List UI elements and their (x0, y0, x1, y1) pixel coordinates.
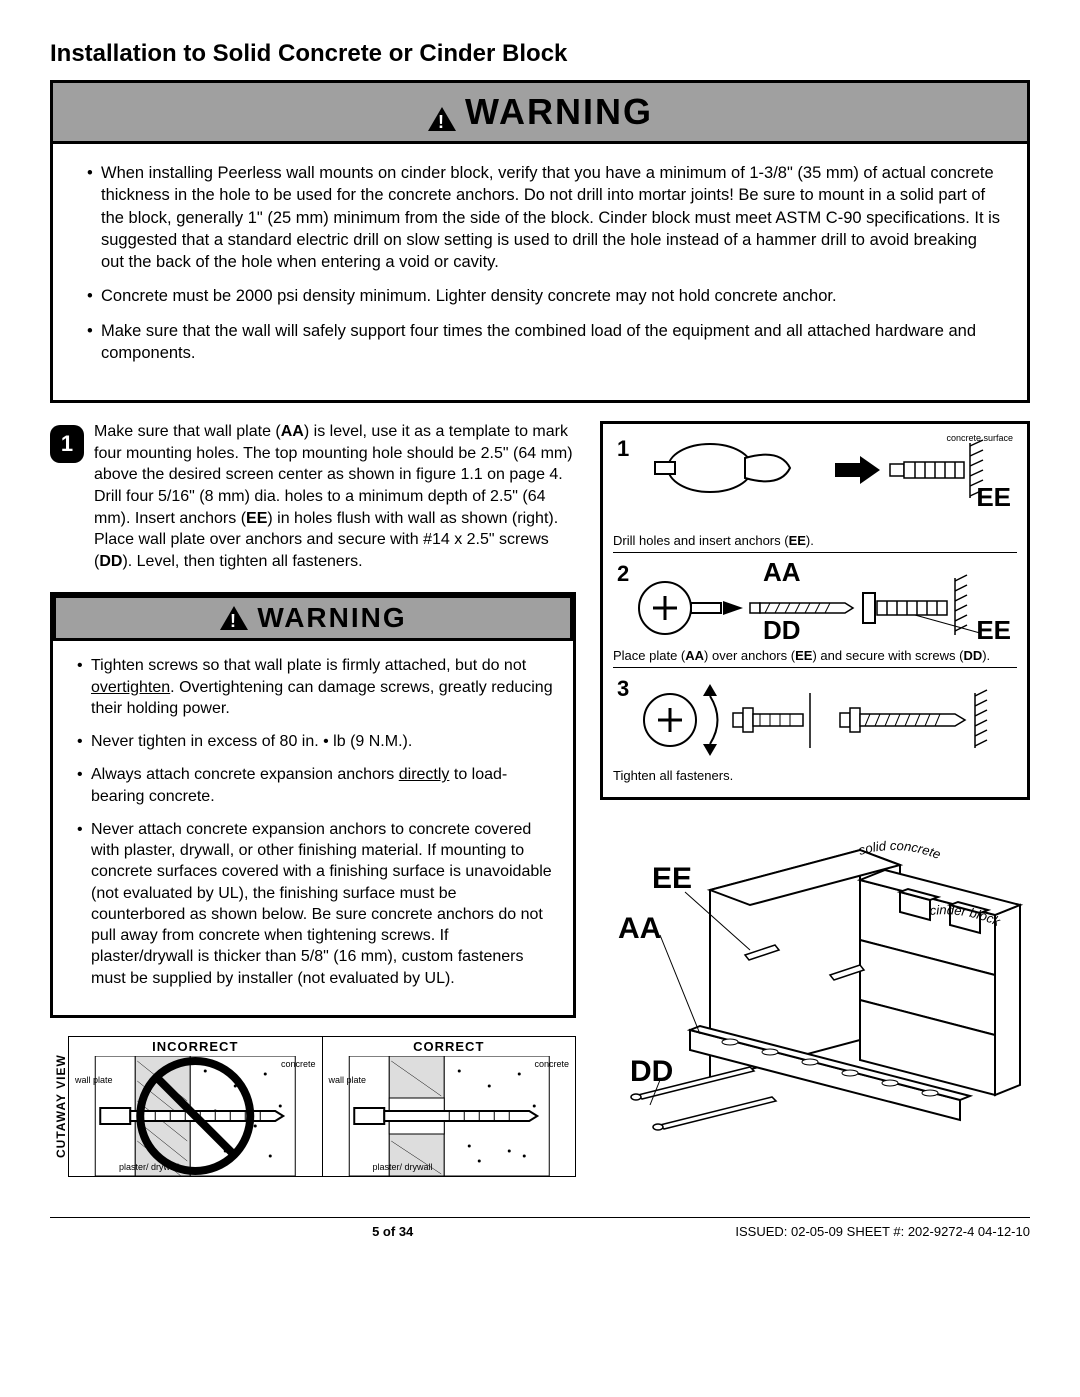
fig2-label-aa: AA (763, 557, 801, 588)
step-diagram-box: 1 concrete surface (600, 421, 1030, 800)
iso-label-dd: DD (630, 1055, 673, 1089)
step-1-text: Make sure that wall plate (AA) is level,… (94, 421, 576, 572)
main-warning-item: When installing Peerless wall mounts on … (87, 162, 1003, 273)
label-wall-plate: wall plate (75, 1076, 113, 1085)
isometric-view: solid concrete cinder block EE AA DD (600, 820, 1030, 1150)
cutaway-incorrect: INCORRECT (68, 1036, 323, 1177)
fig1-svg (613, 438, 1017, 528)
warning-triangle-icon: ! (219, 605, 249, 631)
fig2-label-ee: EE (976, 615, 1011, 646)
warning-banner-sub: ! WARNING (53, 595, 573, 641)
label-concrete: concrete (534, 1060, 569, 1069)
fig1-corner-label: concrete surface (946, 434, 1013, 443)
fig1-label-ee: EE (976, 482, 1011, 513)
fig-num-1: 1 (617, 436, 629, 462)
svg-text:!: ! (438, 112, 446, 132)
page-number: 5 of 34 (372, 1224, 413, 1239)
sub-warning-list: Tighten screws so that wall plate is fir… (71, 655, 555, 989)
footer-issued: ISSUED: 02-05-09 SHEET #: 202-9272-4 04-… (735, 1224, 1030, 1239)
fig-num-2: 2 (617, 561, 629, 587)
warning-word: WARNING (465, 91, 653, 133)
cutaway-correct: CORRECT (323, 1036, 577, 1177)
fig2-caption: Place plate (AA) over anchors (EE) and s… (613, 648, 1017, 663)
cutaway-incorrect-title: INCORRECT (69, 1037, 322, 1056)
step-1: 1 Make sure that wall plate (AA) is leve… (50, 421, 576, 572)
label-wall-plate: wall plate (329, 1076, 367, 1085)
fig1-caption: Drill holes and insert anchors (EE). (613, 533, 1017, 548)
svg-text:!: ! (230, 611, 238, 631)
left-column: 1 Make sure that wall plate (AA) is leve… (50, 421, 576, 1177)
cutaway-view: CUTAWAY VIEW INCORRECT (50, 1036, 576, 1177)
cutaway-side-label: CUTAWAY VIEW (50, 1036, 68, 1177)
fig2-svg (613, 563, 1017, 643)
right-column: 1 concrete surface (600, 421, 1030, 1177)
label-plaster: plaster/ drywall (373, 1163, 433, 1172)
label-concrete: concrete (281, 1060, 316, 1069)
main-warning-item: Concrete must be 2000 psi density minimu… (87, 285, 1003, 307)
sub-warning-item: Always attach concrete expansion anchors… (77, 764, 555, 807)
page-title: Installation to Solid Concrete or Cinder… (50, 40, 1030, 68)
fig-panel-1: 1 concrete surface (613, 434, 1017, 553)
sub-warning-item: Tighten screws so that wall plate is fir… (77, 655, 555, 719)
sub-warning-box: ! WARNING Tighten screws so that wall pl… (50, 592, 576, 1018)
fig3-svg (613, 678, 1017, 763)
fig3-caption: Tighten all fasteners. (613, 768, 1017, 783)
warning-banner-top: ! WARNING (50, 80, 1030, 144)
cutaway-correct-svg (323, 1056, 576, 1176)
content-columns: 1 Make sure that wall plate (AA) is leve… (50, 421, 1030, 1177)
fig-panel-2: 2 (613, 559, 1017, 668)
fig2-label-dd: DD (763, 615, 801, 646)
iso-label-aa: AA (618, 912, 661, 946)
fig-num-3: 3 (617, 676, 629, 702)
iso-label-ee: EE (652, 862, 692, 896)
main-warning-box: When installing Peerless wall mounts on … (50, 144, 1030, 403)
page-footer: 5 of 34 ISSUED: 02-05-09 SHEET #: 202-92… (50, 1217, 1030, 1239)
main-warning-list: When installing Peerless wall mounts on … (77, 162, 1003, 364)
main-warning-item: Make sure that the wall will safely supp… (87, 320, 1003, 365)
cutaway-correct-title: CORRECT (323, 1037, 576, 1056)
sub-warning-item: Never tighten in excess of 80 in. • lb (… (77, 731, 555, 752)
cutaway-incorrect-svg (69, 1056, 322, 1176)
warning-word: WARNING (257, 602, 406, 634)
warning-triangle-icon: ! (427, 99, 457, 125)
fig-panel-3: 3 (613, 674, 1017, 787)
label-plaster: plaster/ drywall (119, 1163, 179, 1172)
step-number-badge: 1 (50, 425, 84, 463)
sub-warning-item: Never attach concrete expansion anchors … (77, 819, 555, 989)
